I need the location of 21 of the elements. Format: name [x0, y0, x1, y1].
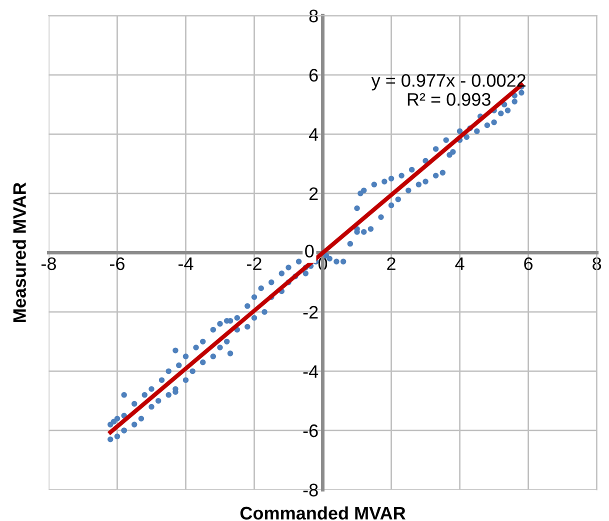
y-tick-label: 2	[309, 187, 318, 200]
y-tick-label: 4	[308, 128, 318, 141]
y-tick-label: -8	[303, 484, 318, 496]
x-axis-title: Commanded MVAR	[240, 506, 406, 520]
x-tick-label: -6	[110, 257, 124, 270]
annotation: R² = 0.993	[408, 93, 490, 106]
x-tick-label: 8	[592, 257, 602, 270]
y-tick-label: 6	[309, 68, 318, 82]
y-tick-label: -6	[303, 424, 318, 438]
x-tick-label: 6	[524, 257, 533, 270]
y-axis-title: Measured MVAR	[12, 182, 26, 322]
x-tick-label: -8	[41, 257, 56, 270]
y-tick-label: -4	[303, 365, 318, 378]
x-tick-label: 4	[455, 258, 464, 270]
y-tick-label: -2	[303, 306, 318, 318]
x-tick-label: -4	[178, 258, 194, 270]
x-tick-label: 2	[387, 257, 396, 270]
annotation: y = 0.977x - 0.0022	[371, 74, 526, 90]
y-tick-label: 8	[309, 10, 318, 22]
x-tick-label: -2	[247, 257, 262, 270]
y-tick-label: 0	[305, 244, 314, 258]
